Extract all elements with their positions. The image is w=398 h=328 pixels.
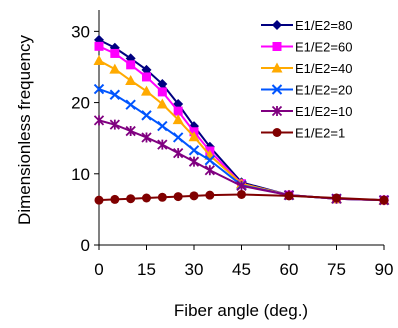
plot-area: 0 10 20 30 0 15 30 45 60 75 90 (71, 10, 393, 279)
data-point (204, 165, 215, 176)
data-point (109, 119, 120, 130)
x-tick-label: 0 (94, 260, 103, 279)
x-tick-label: 75 (327, 260, 346, 279)
data-point (126, 194, 136, 204)
x-tick-label: 60 (280, 260, 299, 279)
data-point (157, 87, 167, 97)
y-tick-label: 10 (71, 165, 90, 184)
data-point (379, 195, 389, 205)
legend-label: E1/E2=10 (295, 104, 352, 119)
legend-label: E1/E2=80 (295, 18, 352, 33)
data-point (204, 155, 216, 166)
legend-label: E1/E2=1 (295, 126, 345, 141)
data-point (109, 89, 121, 100)
data-point (172, 132, 184, 143)
data-point (236, 180, 247, 192)
data-point (94, 195, 104, 205)
legend-marker (272, 128, 282, 137)
data-point (94, 41, 104, 51)
data-point (284, 191, 294, 201)
data-point (109, 63, 121, 74)
y-tick-label: 20 (71, 94, 90, 113)
data-point (332, 193, 341, 203)
x-axis-title: Fiber angle (deg.) (174, 301, 308, 320)
y-tick-label: 30 (71, 22, 90, 41)
data-point (188, 131, 200, 142)
data-point (142, 193, 151, 203)
legend-label: E1/E2=20 (295, 83, 352, 98)
data-point (157, 79, 168, 90)
data-point (173, 99, 184, 109)
legend-label: E1/E2=40 (295, 61, 352, 76)
data-point (125, 99, 136, 110)
legend-label: E1/E2=60 (295, 40, 352, 55)
data-point (157, 120, 168, 132)
data-point (125, 125, 136, 137)
data-point (142, 72, 151, 82)
data-point (141, 64, 152, 75)
data-point (188, 156, 200, 167)
data-point (110, 48, 120, 58)
data-point (126, 60, 136, 70)
data-point (141, 85, 152, 96)
data-point (172, 114, 184, 125)
legend-marker (272, 20, 282, 30)
data-point (93, 83, 105, 95)
data-point (189, 191, 199, 201)
data-point (125, 75, 137, 85)
data-point (205, 190, 215, 200)
legend-marker (271, 105, 283, 117)
data-point (157, 192, 167, 202)
data-point (237, 189, 246, 199)
data-point (141, 110, 152, 121)
data-point (173, 147, 184, 159)
legend: E1/E2=80 E1/E2=60 E1/E2=40 E1/E2=20 E1/E2=10… (261, 18, 352, 141)
data-point (110, 194, 120, 204)
legend-marker (271, 62, 283, 73)
x-tick-label: 15 (137, 260, 156, 279)
data-point (173, 106, 183, 116)
data-point (93, 55, 105, 66)
data-point (93, 115, 105, 126)
y-axis-title: Dimensionless frequency (15, 35, 34, 225)
data-point (173, 192, 183, 202)
legend-marker (271, 84, 283, 95)
data-point (156, 98, 168, 109)
data-point (141, 132, 152, 143)
series-group (93, 34, 390, 206)
x-tick-label: 30 (185, 260, 204, 279)
x-tick-label: 45 (232, 260, 251, 279)
legend-marker (272, 42, 282, 51)
data-point (188, 145, 200, 156)
y-tick-label: 0 (81, 236, 90, 255)
x-tick-label: 90 (375, 260, 394, 279)
data-point (157, 139, 168, 150)
